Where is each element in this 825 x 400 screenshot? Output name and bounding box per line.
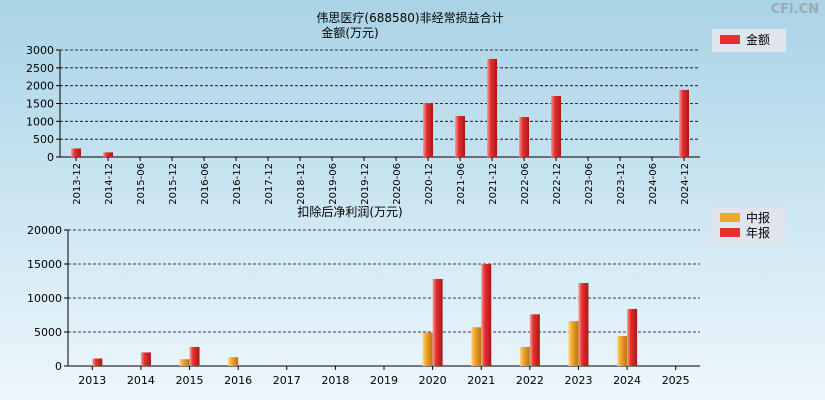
x-tick-label: 2025 <box>662 374 690 387</box>
y-tick-label: 1000 <box>26 115 54 128</box>
bar-金额-2021-12 <box>487 58 497 157</box>
bar-中报-2021 <box>471 327 482 366</box>
x-tick-label: 2024-06 <box>648 163 659 205</box>
legend-label-金额: 金额 <box>746 32 770 47</box>
bar-中报-2024 <box>617 336 628 366</box>
chart-net-profit: 扣除后净利润(万元) 0 5000 10000 15000 20000 2013 2014 20… <box>27 204 786 387</box>
bar-中报-2015 <box>179 359 190 366</box>
y-tick-label: 10000 <box>27 292 62 305</box>
bar-金额-2024-12 <box>679 89 689 157</box>
x-tick-label: 2023 <box>564 374 592 387</box>
bar-中报-2020 <box>422 332 433 366</box>
bar-中报-2022 <box>519 346 530 366</box>
bar-年报-2024 <box>627 308 638 366</box>
x-tick-label: 2024 <box>613 374 641 387</box>
y-tick-label: 2500 <box>26 62 54 75</box>
x-tick-label: 2018 <box>321 374 349 387</box>
y-tick-label: 20000 <box>27 224 62 237</box>
bar-金额-2013-12 <box>71 148 81 157</box>
x-tick-label: 2019 <box>370 374 398 387</box>
legend-label-年报: 年报 <box>746 225 770 240</box>
bar-年报-2013 <box>92 358 103 366</box>
x-tick-label: 2015-12 <box>168 163 179 205</box>
y-tick-label: 5000 <box>34 326 62 339</box>
bar-金额-2022-12 <box>551 96 561 157</box>
bar-金额-2020-12 <box>423 103 433 157</box>
x-tick-label: 2022-06 <box>520 163 531 205</box>
x-tick-label: 2020-06 <box>392 163 403 205</box>
legend-box <box>712 29 786 52</box>
y-tick-label: 3000 <box>26 44 54 57</box>
x-tick-label: 2013-12 <box>72 163 83 205</box>
x-tick-label: 2019-12 <box>360 163 371 205</box>
x-tick-label: 2017 <box>273 374 301 387</box>
bar-年报-2023 <box>578 283 589 366</box>
x-tick-label: 2016-06 <box>200 163 211 205</box>
bar-金额-2022-06 <box>519 117 529 157</box>
x-tick-label: 2017-12 <box>264 163 275 205</box>
bar-中报-2016 <box>228 357 239 366</box>
x-tick-label: 2021-06 <box>456 163 467 205</box>
legend-swatch-中报 <box>720 213 740 222</box>
x-tick-label: 2024-12 <box>680 163 691 205</box>
legend-swatch-金额 <box>720 35 740 44</box>
y-tick-label: 1500 <box>26 98 54 111</box>
legend: 金额 <box>712 29 786 52</box>
bar-年报-2014 <box>140 352 151 366</box>
bar-金额-2014-12 <box>103 152 113 157</box>
x-tick-label: 2019-06 <box>328 163 339 205</box>
legend-swatch-年报 <box>720 228 740 237</box>
bar-年报-2021 <box>481 264 492 366</box>
x-tick-label: 2016 <box>224 374 252 387</box>
x-tick-label: 2023-12 <box>616 163 627 205</box>
x-tick-label: 2022-12 <box>552 163 563 205</box>
x-tick-label: 2020 <box>419 374 447 387</box>
bar-年报-2022 <box>529 314 540 366</box>
y-tick-label: 2000 <box>26 80 54 93</box>
chart-subtitle: 金额(万元) <box>321 25 378 40</box>
x-tick-label: 2022 <box>516 374 544 387</box>
chart-title: 伟思医疗(688580)非经常损益合计 <box>316 10 503 25</box>
legend-label-中报: 中报 <box>746 210 770 225</box>
x-tick-label: 2021 <box>467 374 495 387</box>
x-tick-label: 2015 <box>176 374 204 387</box>
x-tick-label: 2014-12 <box>104 163 115 205</box>
x-tick-label: 2015-06 <box>136 163 147 205</box>
chart-title: 扣除后净利润(万元) <box>297 204 402 219</box>
x-tick-label: 2023-06 <box>584 163 595 205</box>
y-tick-label: 0 <box>55 360 62 373</box>
bar-年报-2015 <box>189 346 200 366</box>
bar-金额-2021-06 <box>455 115 465 157</box>
y-tick-label: 0 <box>47 151 54 164</box>
x-tick-label: 2014 <box>127 374 155 387</box>
y-tick-label: 15000 <box>27 258 62 271</box>
x-tick-label: 2016-12 <box>232 163 243 205</box>
watermark: CFi.CN <box>770 2 819 17</box>
x-tick-label: 2020-12 <box>424 163 435 205</box>
x-tick-label: 2018-12 <box>296 163 307 205</box>
x-tick-label: 2013 <box>78 374 106 387</box>
y-tick-label: 500 <box>33 133 54 146</box>
bar-年报-2020 <box>432 278 443 366</box>
x-tick-label: 2021-12 <box>488 163 499 205</box>
bar-中报-2023 <box>568 321 579 366</box>
